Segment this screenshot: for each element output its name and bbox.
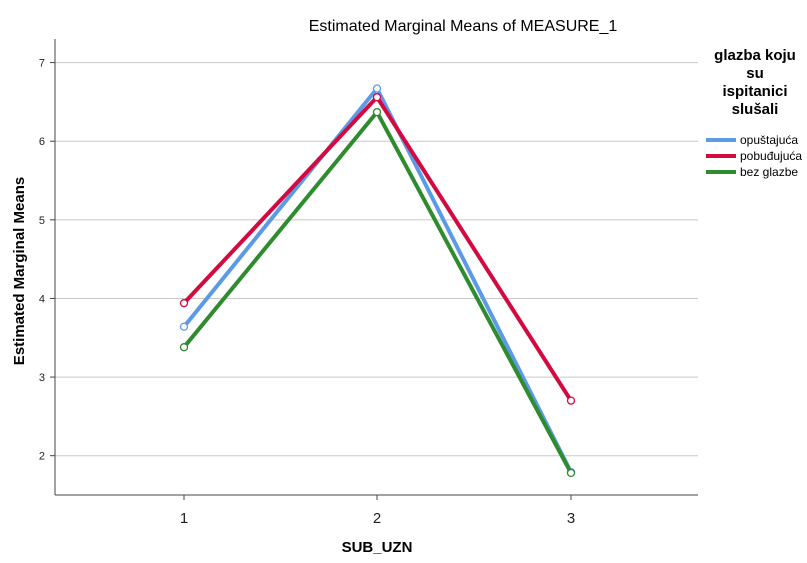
data-point-0-1 bbox=[372, 84, 382, 93]
x-tick-label-3: 3 bbox=[567, 510, 575, 527]
y-ticks: 2 3 4 5 6 7 bbox=[39, 58, 55, 463]
series-line-2 bbox=[182, 110, 573, 474]
data-point-0-0 bbox=[179, 322, 189, 331]
gridlines bbox=[55, 62, 698, 457]
legend-title-line-1: glazba koju bbox=[714, 47, 796, 64]
data-point-1-1 bbox=[372, 93, 382, 102]
series-lines bbox=[179, 84, 576, 478]
legend-title-line-2: su bbox=[746, 65, 764, 82]
x-ticks: 1 2 3 bbox=[180, 495, 575, 527]
data-point-1-0 bbox=[179, 299, 189, 308]
chart-title: Estimated Marginal Means of MEASURE_1 bbox=[309, 18, 618, 35]
y-axis-label: Estimated Marginal Means bbox=[11, 177, 28, 365]
y-tick-label-7: 7 bbox=[39, 58, 45, 70]
legend-label-2: bez glazbe bbox=[740, 165, 798, 179]
series-line-0 bbox=[182, 86, 573, 474]
legend: glazba koju su ispitanici slušali opušta… bbox=[706, 47, 802, 179]
legend-title-line-3: ispitanici bbox=[722, 83, 787, 100]
y-tick-label-3: 3 bbox=[39, 372, 45, 384]
x-axis-label: SUB_UZN bbox=[342, 539, 413, 556]
data-point-1-2 bbox=[566, 396, 576, 405]
x-tick-label-1: 1 bbox=[180, 510, 188, 527]
data-point-2-0 bbox=[179, 343, 189, 352]
data-point-2-2 bbox=[566, 468, 576, 478]
data-point-2-1 bbox=[372, 107, 382, 117]
y-tick-label-5: 5 bbox=[39, 215, 45, 227]
y-tick-label-4: 4 bbox=[39, 293, 45, 305]
legend-label-0: opuštajuća bbox=[740, 133, 798, 147]
x-tick-label-2: 2 bbox=[373, 510, 381, 527]
y-tick-label-6: 6 bbox=[39, 136, 45, 148]
legend-title-line-4: slušali bbox=[732, 101, 779, 118]
y-tick-label-2: 2 bbox=[39, 451, 45, 463]
legend-label-1: pobuđujuća bbox=[740, 149, 802, 163]
